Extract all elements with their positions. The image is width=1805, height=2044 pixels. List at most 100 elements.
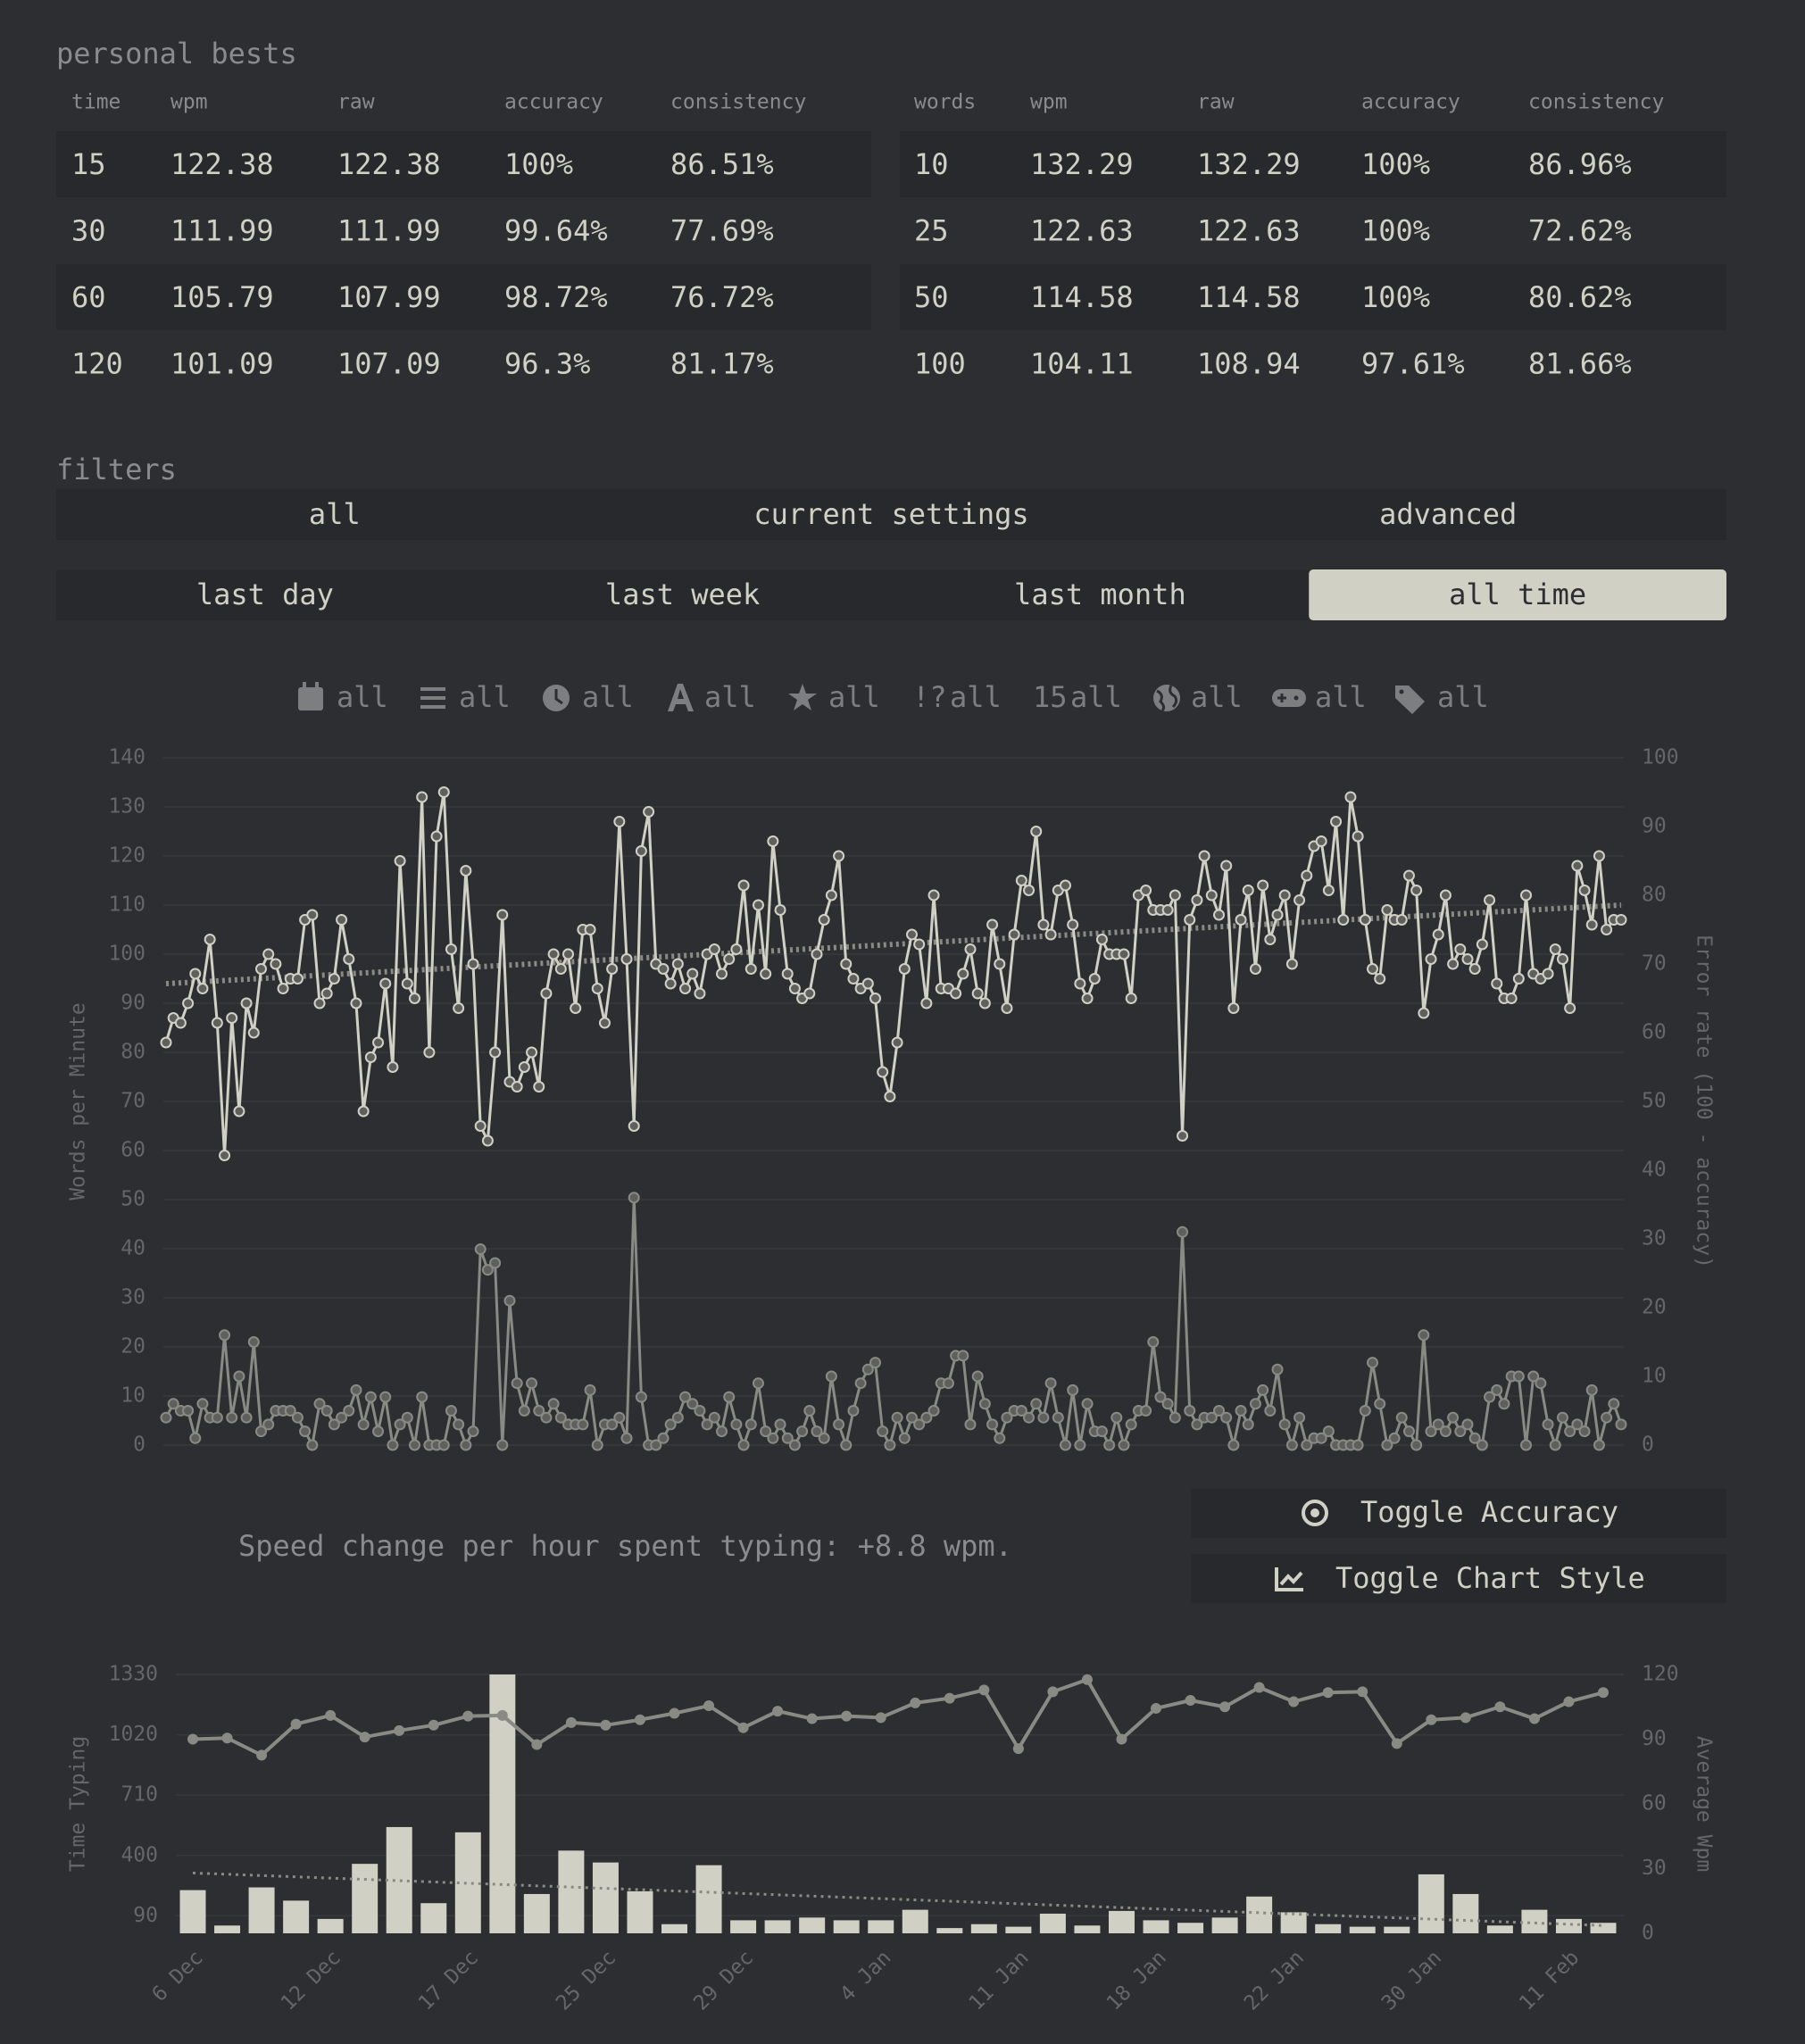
point	[1067, 1383, 1079, 1396]
point	[1439, 889, 1451, 902]
point	[1601, 924, 1613, 935]
filter-button[interactable]	[56, 489, 613, 540]
button-label[interactable]: Toggle Chart Style	[1335, 1561, 1645, 1595]
bar	[1246, 1896, 1273, 1933]
range-button[interactable]	[473, 569, 892, 620]
point	[861, 1363, 874, 1375]
table-cell: 81.66%	[1528, 347, 1632, 381]
point	[336, 914, 348, 926]
quick-filter[interactable]: all	[704, 680, 756, 714]
point	[284, 1405, 296, 1417]
point	[1352, 830, 1364, 843]
point	[1388, 1432, 1401, 1444]
table-cell: 50	[914, 280, 949, 314]
point	[1556, 953, 1568, 965]
range-button[interactable]	[56, 569, 474, 620]
point	[657, 963, 670, 975]
point	[262, 1418, 275, 1431]
point	[598, 1017, 611, 1029]
point	[1498, 1398, 1510, 1410]
point	[811, 1425, 823, 1438]
quick-filter[interactable]: all	[828, 680, 880, 714]
point	[723, 1391, 736, 1403]
point	[1357, 1686, 1368, 1698]
quick-filter[interactable]: all	[459, 680, 511, 714]
filter-icon-text[interactable]: !?	[912, 680, 947, 714]
point	[531, 1739, 543, 1750]
filter-icon-text[interactable]: 15	[1033, 680, 1068, 714]
point	[1381, 904, 1393, 916]
y-tick-label: 710	[121, 1783, 158, 1807]
point	[1242, 1418, 1254, 1431]
range-button-label[interactable]: all time	[1449, 577, 1586, 611]
point	[861, 977, 874, 990]
quick-filter[interactable]: all	[1315, 680, 1367, 714]
table-header: words	[914, 91, 976, 114]
point	[877, 1425, 889, 1438]
button-icon	[1275, 1567, 1303, 1591]
table-cell: 25	[914, 214, 949, 248]
point	[350, 997, 362, 1010]
point	[869, 993, 882, 1004]
point	[1468, 1432, 1481, 1444]
table-cell: 132.29	[1197, 147, 1301, 181]
range-button-label[interactable]: last week	[605, 577, 760, 611]
point	[1461, 953, 1474, 965]
point	[1242, 885, 1254, 896]
section-title: personal bests	[56, 37, 297, 71]
point	[540, 1411, 553, 1424]
bar	[352, 1864, 378, 1933]
point	[1520, 1439, 1533, 1451]
point	[254, 1425, 267, 1438]
point	[408, 993, 420, 1004]
range-button-label[interactable]: last day	[196, 577, 334, 611]
point	[1015, 875, 1027, 886]
point	[957, 968, 969, 980]
quick-filter[interactable]: all	[1437, 680, 1489, 714]
filter-button[interactable]	[612, 489, 1170, 540]
globe-icon	[1156, 685, 1178, 712]
button-label[interactable]: Toggle Accuracy	[1360, 1495, 1618, 1529]
filter-button-label[interactable]: current settings	[753, 497, 1028, 531]
point	[401, 1411, 413, 1424]
point	[1598, 1687, 1609, 1699]
y-tick-label: 1330	[109, 1663, 158, 1686]
point	[291, 1411, 304, 1424]
quick-filter[interactable]: all	[582, 680, 634, 714]
speed-change: Speed change per hour spent typing: +8.8…	[238, 1529, 1012, 1563]
quick-filter[interactable]: all	[337, 680, 388, 714]
point	[854, 1377, 867, 1390]
range-button[interactable]	[1309, 569, 1726, 620]
bar	[1005, 1926, 1032, 1933]
y-tick-label: 10	[121, 1384, 146, 1408]
range-button-label[interactable]: last month	[1014, 577, 1186, 611]
point	[767, 1432, 779, 1444]
point	[898, 1432, 911, 1444]
point	[1151, 1702, 1162, 1714]
quick-filter[interactable]: all	[950, 680, 1002, 714]
point	[474, 1120, 487, 1132]
bar	[627, 1890, 653, 1933]
point	[262, 948, 275, 960]
point	[1494, 1701, 1506, 1713]
point	[1052, 1411, 1064, 1424]
toggle-accuracy-button[interactable]: Toggle Accuracy	[1191, 1489, 1726, 1538]
quick-filter[interactable]: all	[1191, 680, 1243, 714]
point	[1285, 1439, 1298, 1451]
point	[1391, 1738, 1402, 1749]
bar	[661, 1924, 688, 1933]
range-button[interactable]	[891, 569, 1310, 620]
point	[1081, 1674, 1093, 1685]
point	[540, 987, 553, 1000]
toggle-chart-style-button[interactable]: Toggle Chart Style	[1191, 1554, 1726, 1603]
filter-button-label[interactable]: all	[309, 497, 361, 531]
filter-button[interactable]	[1169, 489, 1726, 540]
point	[511, 1377, 523, 1390]
point	[554, 963, 567, 975]
filter-button-label[interactable]: advanced	[1379, 497, 1517, 531]
y-tick-label: 50	[121, 1188, 146, 1211]
point	[1264, 1405, 1277, 1417]
point	[643, 806, 655, 818]
point	[437, 1439, 450, 1451]
quick-filter[interactable]: all	[1070, 680, 1122, 714]
